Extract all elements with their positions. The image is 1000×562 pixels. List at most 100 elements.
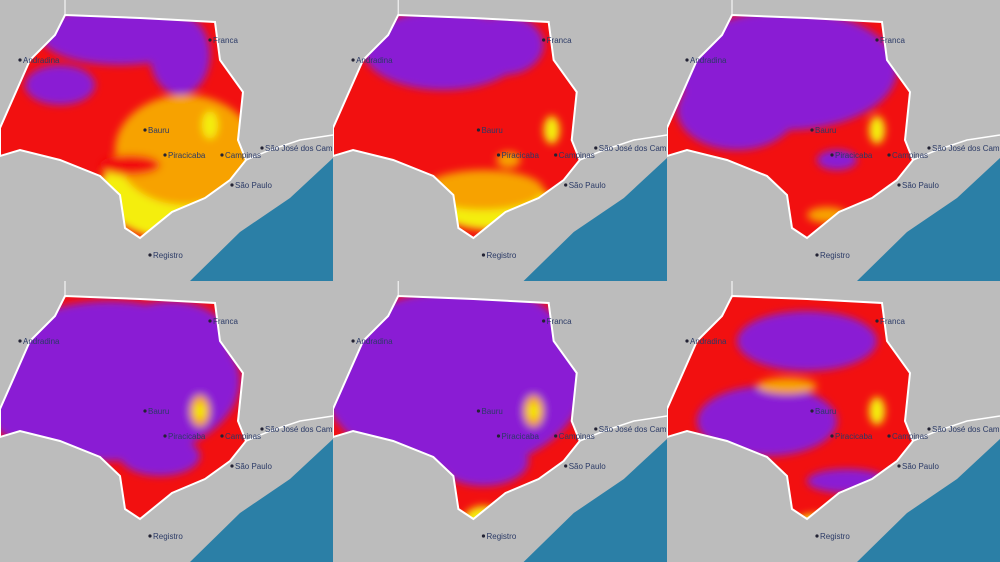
city-marker [830, 434, 834, 438]
city-label: Franca [880, 317, 905, 326]
zone-low [869, 116, 885, 144]
city-marker [260, 146, 264, 150]
city-marker [554, 434, 558, 438]
ocean [190, 439, 333, 562]
city-label: São Paulo [902, 181, 939, 190]
city-label: Franca [880, 36, 905, 45]
city-marker [594, 146, 598, 150]
city-label: Campinas [892, 432, 928, 441]
city-label: Piracicaba [502, 151, 540, 160]
city-marker [875, 319, 879, 323]
city-marker [260, 427, 264, 431]
zone-purple [697, 386, 837, 456]
city-label: Franca [213, 36, 238, 45]
city-label: São Paulo [902, 462, 939, 471]
city-marker [220, 153, 224, 157]
state-border [333, 13, 581, 240]
city-marker [476, 128, 481, 132]
zone-high [100, 155, 160, 175]
map-panel-4: Andradina Franca Bauru Piracicaba Campin… [0, 281, 333, 562]
city-marker [143, 409, 147, 413]
zone-purple [817, 150, 857, 170]
state-border [0, 13, 248, 240]
zone-purple [120, 436, 200, 476]
city-marker [163, 434, 167, 438]
city-label: Franca [547, 317, 572, 326]
city-label: Campinas [225, 151, 261, 160]
city-label: Bauru [815, 126, 836, 135]
city-label: Bauru [148, 126, 169, 135]
city-marker [810, 128, 814, 132]
zone-low [528, 403, 539, 419]
city-label: Registro [820, 532, 850, 541]
city-marker [148, 534, 152, 538]
city-marker [143, 128, 147, 132]
city-marker [685, 58, 689, 62]
city-marker [481, 253, 486, 257]
coast-border [912, 134, 1000, 161]
map-panel-6: Andradina Franca Bauru Piracicaba Campin… [667, 281, 1000, 562]
city-marker [594, 427, 598, 431]
zone-purple [438, 436, 529, 486]
coast-border [912, 415, 1000, 442]
zone-low [202, 111, 218, 139]
city-label: São José dos Campos [599, 425, 667, 434]
map-panel-1: Andradina Franca Bauru Piracicaba Campin… [0, 0, 333, 281]
city-label: Registro [486, 532, 516, 541]
coast-border [579, 134, 667, 161]
city-label: Registro [153, 251, 183, 260]
city-marker [564, 464, 568, 468]
city-label: São Paulo [235, 181, 272, 190]
city-marker [351, 58, 355, 62]
city-label: Piracicaba [168, 151, 206, 160]
city-marker [815, 253, 819, 257]
city-label: São Paulo [569, 462, 607, 471]
zone-low [869, 397, 885, 425]
coast-border [579, 415, 667, 442]
city-label: Registro [153, 532, 183, 541]
city-label: Bauru [815, 407, 836, 416]
city-marker [148, 253, 152, 257]
zone-low [543, 116, 560, 144]
city-marker [927, 146, 931, 150]
zone-purple [737, 311, 877, 371]
city-label: Registro [486, 251, 516, 260]
city-marker [815, 534, 819, 538]
city-label: Piracicaba [835, 432, 873, 441]
city-label: Andradina [356, 56, 393, 65]
city-label: Bauru [148, 407, 169, 416]
city-marker [887, 153, 891, 157]
coast-border [245, 415, 333, 442]
ocean [523, 158, 667, 281]
state-border [333, 294, 581, 521]
city-marker [897, 183, 901, 187]
ocean [190, 158, 333, 281]
city-label: Campinas [559, 151, 595, 160]
zone-purple [677, 70, 797, 150]
city-marker [18, 58, 22, 62]
city-label: Franca [213, 317, 238, 326]
city-marker [496, 153, 501, 157]
city-marker [476, 409, 481, 413]
city-label: Piracicaba [502, 432, 540, 441]
city-marker [887, 434, 891, 438]
city-label: Bauru [481, 407, 502, 416]
city-marker [897, 464, 901, 468]
city-label: Andradina [690, 56, 727, 65]
zone-purple [0, 371, 130, 451]
city-label: Piracicaba [168, 432, 206, 441]
city-marker [542, 38, 546, 42]
city-label: São José dos Campos [932, 425, 1000, 434]
state-border [667, 13, 915, 240]
city-marker [564, 183, 568, 187]
city-marker [230, 464, 234, 468]
city-marker [220, 434, 224, 438]
zone-purple [25, 65, 95, 105]
state-border [667, 294, 915, 521]
city-marker [208, 319, 212, 323]
map-panel-2: Andradina Franca Bauru Piracicaba Campin… [333, 0, 667, 281]
ocean [523, 439, 667, 562]
city-marker [927, 427, 931, 431]
city-marker [875, 38, 879, 42]
city-label: Andradina [356, 337, 393, 346]
